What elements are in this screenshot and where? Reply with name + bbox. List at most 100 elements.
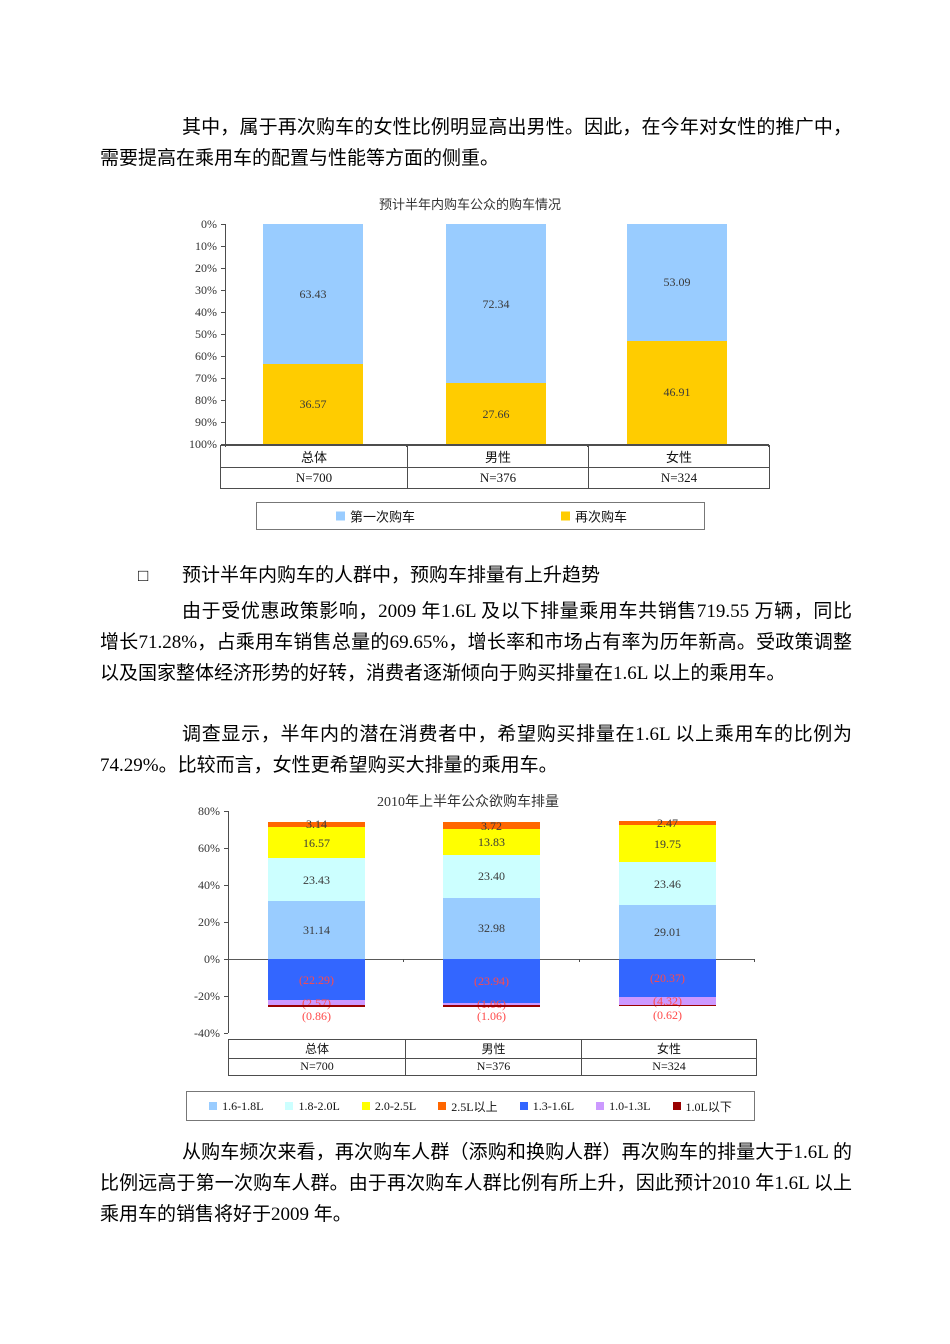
chart-displacement-intention: 2010年上半年公众欲购车排量 总体 男性 女性 N=700 N=376 N=3… <box>180 795 780 1125</box>
bar-segment <box>443 1003 540 1006</box>
legend-item: 1.6-1.8L <box>209 1099 263 1114</box>
legend-swatch-icon <box>519 1102 528 1110</box>
bar-segment <box>443 822 540 830</box>
bar-value-label: (2.57) <box>302 996 331 1010</box>
legend-swatch-icon <box>672 1102 681 1110</box>
y-axis-tick-label: 90% <box>195 415 217 429</box>
category-label: 女性 <box>588 446 769 467</box>
bar-value-label: 3.14 <box>306 817 327 831</box>
y-axis-tick-mark <box>224 922 228 923</box>
legend-label: 2.0-2.5L <box>374 1098 417 1113</box>
bar-segment <box>619 861 716 906</box>
y-axis-tick-mark <box>224 811 228 812</box>
legend-label: 1.8-2.0L <box>298 1098 340 1113</box>
legend-item: 1.8-2.0L <box>285 1098 340 1114</box>
bar-value-label: 32.98 <box>478 921 505 935</box>
y-axis-tick-label: 30% <box>195 283 217 297</box>
category-tick-mark <box>228 959 229 962</box>
sample-size: N=324 <box>581 1057 756 1075</box>
legend-label: 1.0-1.3L <box>609 1098 651 1113</box>
category-label: 男性 <box>407 446 588 467</box>
legend-swatch-icon <box>209 1102 218 1110</box>
y-axis-tick-mark <box>224 1033 228 1034</box>
y-axis-tick-mark <box>224 848 228 849</box>
paragraph-conclusion: 从购车频次来看，再次购车人群（添购和换购人群）再次购车的排量大于1.6L 的比例… <box>100 1142 852 1225</box>
y-axis-tick-mark <box>221 400 225 401</box>
bar-value-label: 23.43 <box>303 873 330 887</box>
legend-swatch-icon <box>361 1102 370 1110</box>
legend-item: 再次购车 <box>561 507 627 526</box>
paragraph-survey: 调查显示，半年内的潜在消费者中，希望购买排量在1.6L 以上乘用车的比例为74.… <box>100 724 852 776</box>
bar-segment <box>268 901 365 959</box>
legend-label: 2.5L以上 <box>451 1099 498 1114</box>
y-axis-tick-mark <box>221 356 225 357</box>
y-axis-tick-mark <box>224 885 228 886</box>
legend-item: 2.5L以上 <box>438 1098 498 1115</box>
bar-value-label: 13.83 <box>478 835 505 849</box>
bar-segment <box>627 224 727 341</box>
bar-value-label: 46.91 <box>663 385 691 399</box>
y-axis-tick-label: 0% <box>204 952 220 966</box>
bar-segment <box>619 820 716 826</box>
bar-segment <box>446 224 546 384</box>
bar-segment <box>268 827 365 859</box>
y-axis-tick-label: 50% <box>195 327 217 341</box>
y-axis-tick-mark <box>221 444 225 445</box>
bar-segment <box>619 996 716 1005</box>
y-axis-tick-label: -20% <box>194 989 220 1003</box>
y-axis-tick-mark <box>221 290 225 291</box>
sample-size: N=700 <box>221 467 407 488</box>
sample-size: N=376 <box>407 467 588 488</box>
bullet-heading-text: 预计半年内购车的人群中，预购车排量有上升趋势 <box>182 565 601 586</box>
legend-item: 2.0-2.5L <box>361 1098 417 1114</box>
paragraph-policy: 由于受优惠政策影响，2009 年1.6L 及以下排量乘用车共销售719.55 万… <box>100 601 852 684</box>
sample-size: N=700 <box>229 1057 405 1076</box>
y-axis-tick-label: 80% <box>195 393 217 407</box>
legend-label: 1.3-1.6L <box>532 1098 575 1113</box>
bar-value-label: 63.43 <box>299 287 327 301</box>
legend-swatch-icon <box>596 1102 605 1110</box>
bar-value-label: (22.29) <box>299 973 334 987</box>
y-axis-tick-mark <box>221 268 225 269</box>
y-axis-tick-label: 20% <box>198 915 220 929</box>
legend-swatch-icon <box>285 1102 294 1110</box>
bar-value-label: 23.46 <box>654 877 681 891</box>
y-axis-tick-label: 40% <box>198 878 220 892</box>
bar-segment <box>443 1005 540 1008</box>
legend-item: 1.0-1.3L <box>596 1099 650 1114</box>
plot-area <box>228 811 755 1033</box>
y-axis-tick-label: 80% <box>198 804 220 818</box>
bar-segment <box>619 1004 716 1006</box>
bar-value-label: 3.72 <box>481 819 502 833</box>
bar-segment <box>443 854 540 898</box>
legend-label: 再次购车 <box>575 509 628 525</box>
legend-item: 第一次购车 <box>336 507 415 526</box>
y-axis-tick-label: 40% <box>195 305 217 319</box>
legend-label: 1.6-1.8L <box>222 1098 264 1113</box>
bar-value-label: 72.34 <box>482 297 510 311</box>
legend-swatch-icon <box>438 1102 447 1110</box>
legend-swatch-icon <box>336 511 345 521</box>
bar-segment <box>446 383 546 444</box>
y-axis-tick-label: 100% <box>189 437 217 451</box>
category-table: 总体 男性 女性 N=700 N=376 N=324 <box>220 445 770 489</box>
category-label: 女性 <box>581 1040 756 1058</box>
legend-label: 1.0L以下 <box>685 1099 732 1114</box>
bar-segment <box>443 959 540 1004</box>
bar-segment <box>443 829 540 855</box>
bar-segment <box>619 825 716 862</box>
bullet-heading: □ 预计半年内购车的人群中，预购车排量有上升趋势 <box>100 560 852 591</box>
category-label: 男性 <box>405 1040 581 1058</box>
category-table: 总体 男性 女性 N=700 N=376 N=324 <box>228 1039 757 1076</box>
bar-value-label: 16.57 <box>303 836 330 850</box>
bar-value-label: (0.62) <box>653 1008 682 1022</box>
category-label: 总体 <box>304 1042 329 1057</box>
sample-size: N=376 <box>405 1057 581 1075</box>
bullet-square-icon: □ <box>138 566 149 585</box>
bar-value-label: (20.37) <box>650 971 685 985</box>
y-axis-tick-mark <box>221 334 225 335</box>
y-axis-tick-mark <box>221 312 225 313</box>
bar-segment <box>263 224 363 364</box>
category-tick-mark <box>406 444 407 447</box>
bar-segment <box>268 959 365 1001</box>
